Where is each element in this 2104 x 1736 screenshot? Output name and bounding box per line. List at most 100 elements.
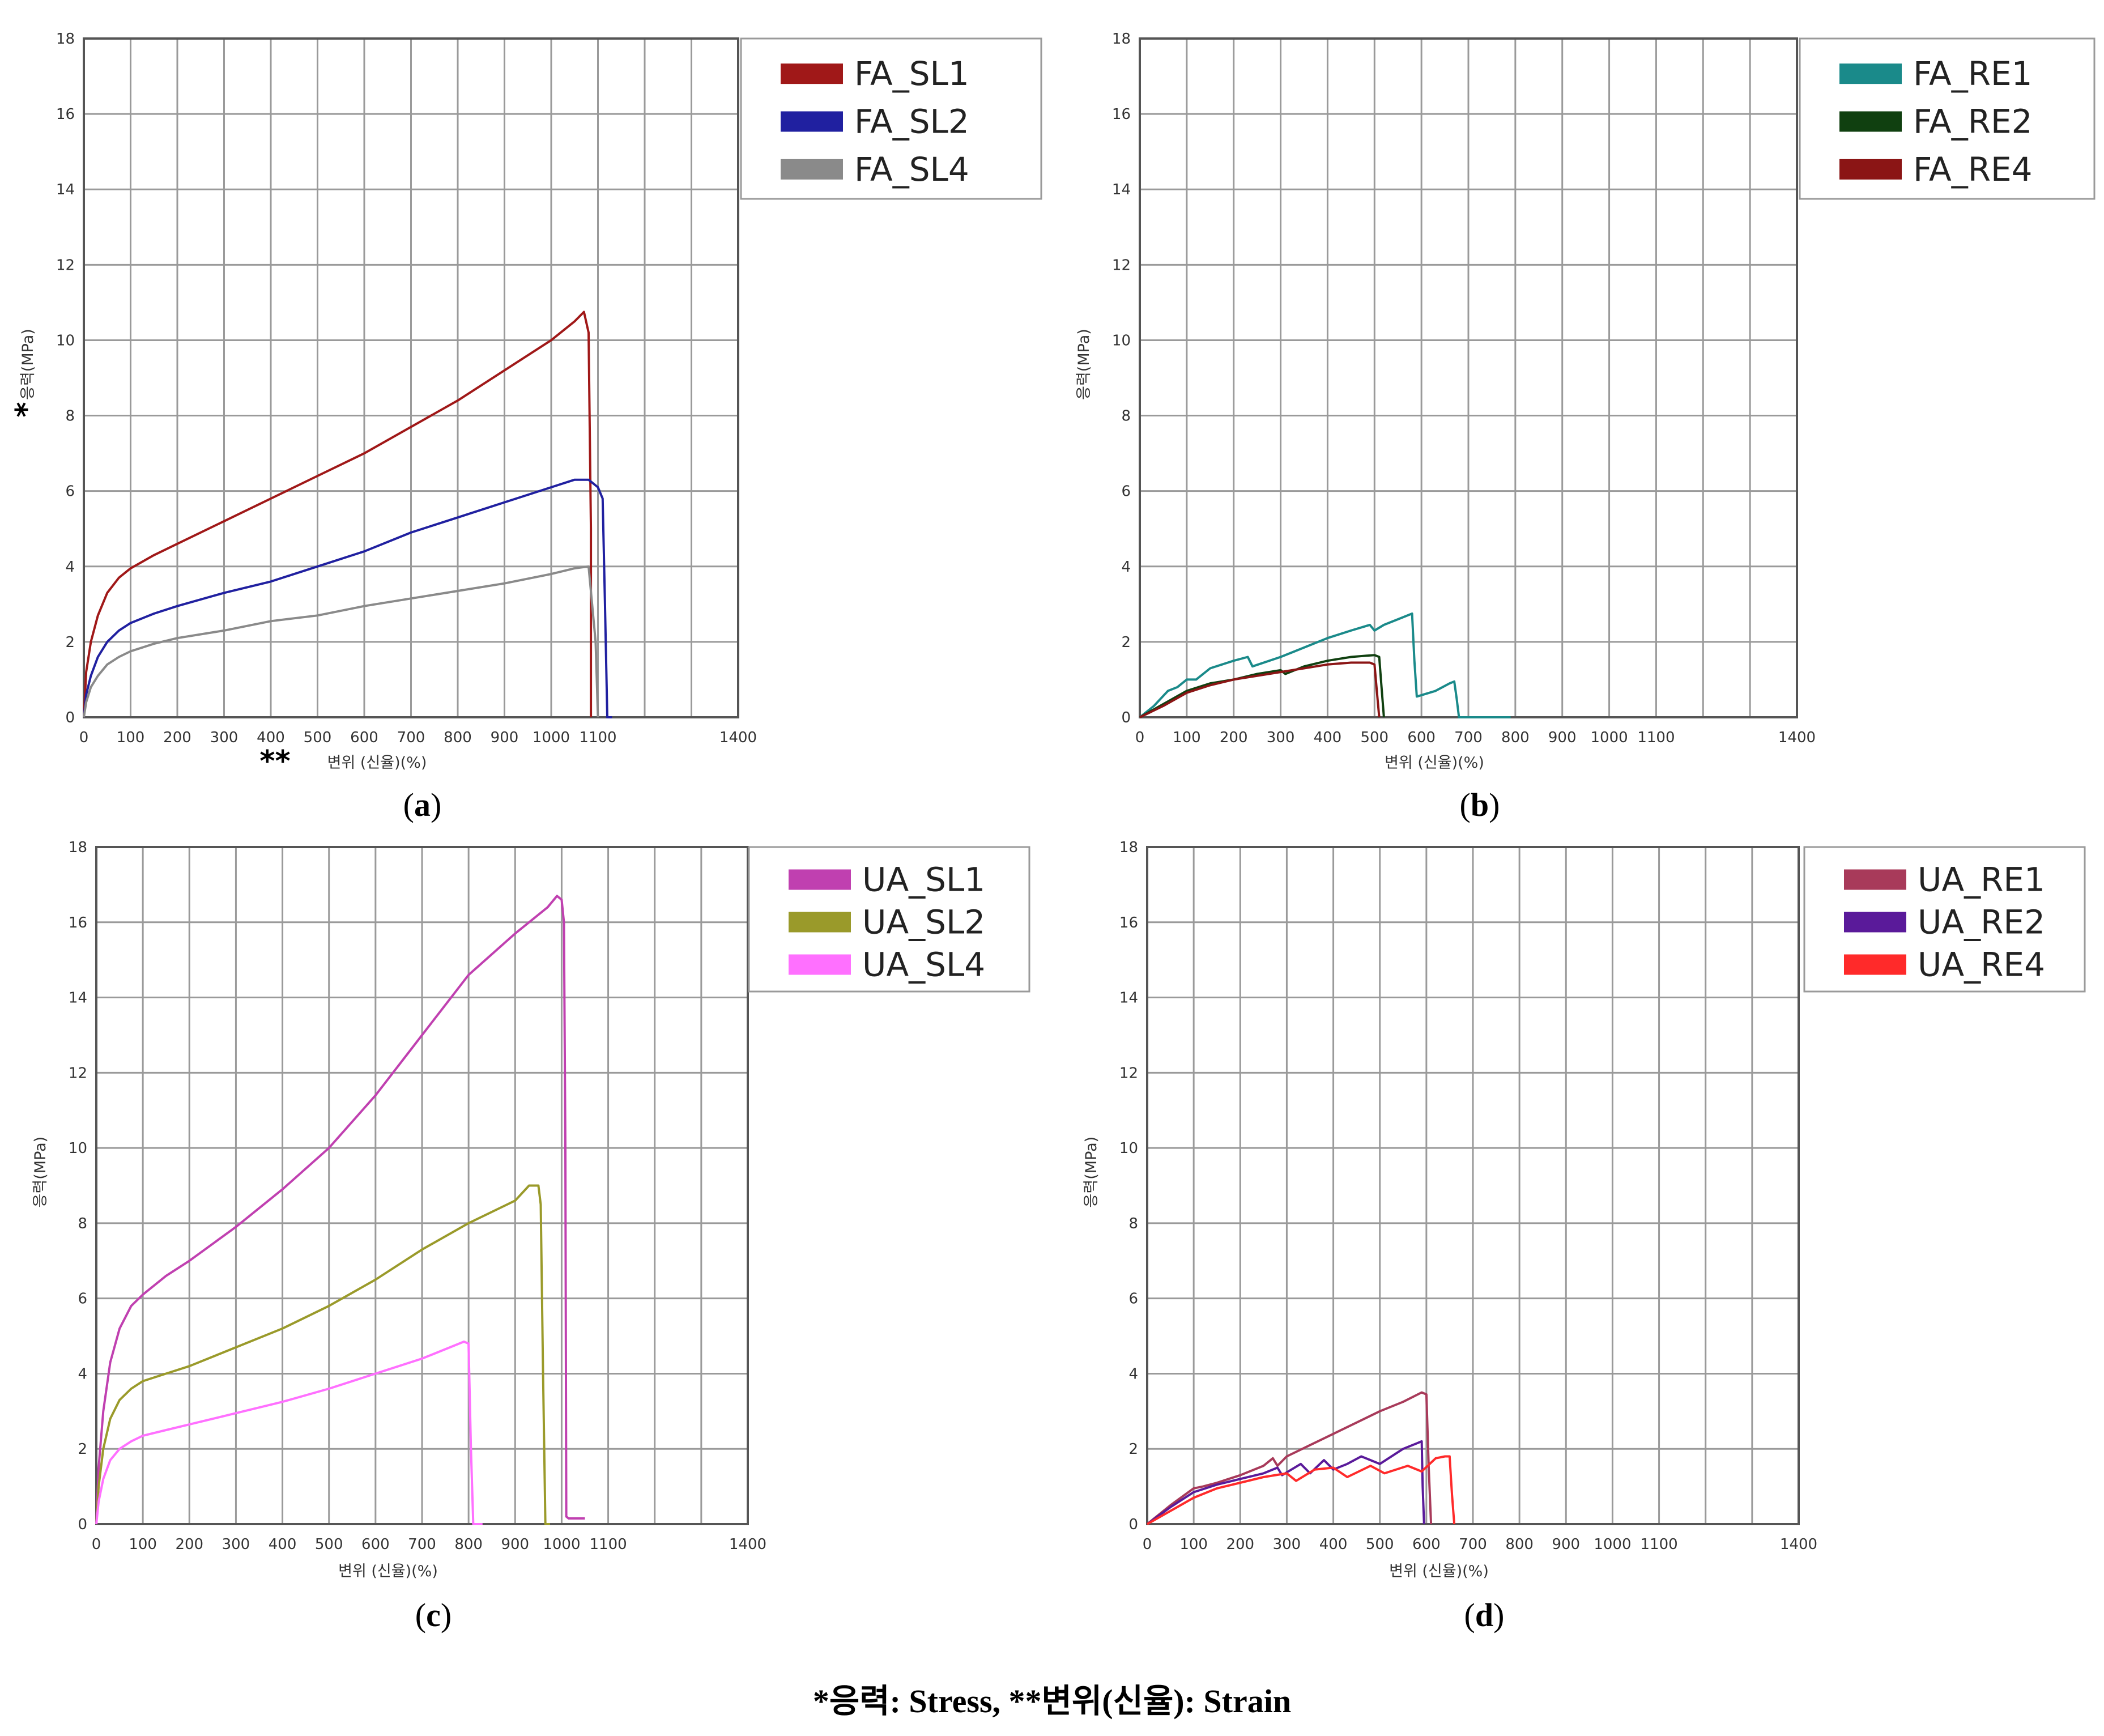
x-tick-label: 700: [397, 729, 425, 746]
legend-swatch-UA_SL1: [789, 869, 851, 890]
x-tick-label: 1100: [579, 729, 616, 746]
y-tick-label: 2: [78, 1441, 87, 1458]
x-tick-label: 800: [454, 1536, 483, 1553]
y-tick-label: 12: [1119, 1065, 1138, 1082]
chart-a: 0 2 4 6 8 10 12 14 16 18 0 100 200 300 400 500 600 700 800…: [10, 31, 1042, 823]
y-tick-label: 10: [69, 1140, 87, 1157]
x-tick-label: 300: [222, 1536, 250, 1553]
x-tick-label: 400: [1319, 1536, 1348, 1553]
y-tick-label: 18: [69, 839, 87, 856]
x-tick-label: 900: [1552, 1536, 1580, 1553]
series-line-FA_RE4: [1139, 661, 1381, 718]
series-line-FA_RE2: [1139, 654, 1385, 718]
x-tick-label: 100: [117, 729, 145, 746]
x-axis-title: 변위 (신율)(%): [1385, 754, 1484, 772]
series-line-FA_SL2: [83, 478, 612, 718]
panel-b: 0 2 4 6 8 10 12 14 16 18 0 100 200 300 400 500 600 700 800…: [1052, 0, 2104, 839]
legend-label-UA_SL4: UA_SL4: [862, 946, 985, 984]
legend-swatch-FA_RE2: [1839, 111, 1902, 132]
legend-label-UA_RE2: UA_RE2: [1918, 903, 2045, 942]
x-tick-label: 700: [408, 1536, 436, 1553]
footnote: *응력: Stress, **변위(신율): Strain: [812, 1683, 1292, 1720]
y-tick-label: 18: [1112, 31, 1131, 48]
y-tick-label: 8: [1128, 1215, 1138, 1232]
x-tick-label: 800: [444, 729, 472, 746]
legend-swatch-UA_RE4: [1844, 954, 1906, 975]
x-tick-label: 0: [79, 729, 89, 746]
x-tick-label: 500: [304, 729, 332, 746]
legend-swatch-FA_RE4: [1839, 159, 1902, 180]
legend-label-UA_RE4: UA_RE4: [1918, 946, 2045, 984]
x-tick-label: 400: [1314, 729, 1342, 746]
legend-label-FA_RE2: FA_RE2: [1913, 103, 2033, 141]
plot-frame: [95, 846, 749, 1525]
panel-caption: (a): [403, 786, 442, 823]
legend-label-UA_RE1: UA_RE1: [1918, 861, 2045, 899]
chart-b: 0 2 4 6 8 10 12 14 16 18 0 100 200 300 400 500 600 700 800…: [1075, 31, 2096, 823]
x-tick-label: 1100: [1637, 729, 1675, 746]
legend-swatch-UA_SL2: [789, 912, 851, 933]
chart-d: 0 2 4 6 8 10 12 14 16 18 0 100 200 300 400 500 600 700 800…: [1083, 839, 2086, 1633]
y-tick-label: 16: [56, 106, 75, 123]
y-tick-label: 0: [1121, 709, 1131, 726]
y-axis-marker: *: [10, 402, 44, 417]
y-tick-label: 16: [1119, 914, 1138, 931]
y-axis-title: 응력(MPa): [1075, 329, 1093, 400]
x-tick-label: 1000: [1594, 1536, 1631, 1553]
y-tick-label: 14: [69, 990, 87, 1007]
legend-swatch-FA_SL2: [781, 111, 843, 132]
y-tick-label: 8: [65, 408, 75, 425]
legend-label-FA_SL2: FA_SL2: [854, 103, 969, 141]
y-tick-label: 16: [69, 914, 87, 931]
x-tick-label: 200: [1220, 729, 1248, 746]
y-tick-label: 0: [1128, 1516, 1138, 1533]
x-tick-label: 800: [1505, 1536, 1534, 1553]
y-tick-label: 18: [56, 31, 75, 48]
x-axis-title: 변위 (신율)(%): [327, 754, 427, 772]
series-line-UA_RE4: [1147, 1455, 1456, 1525]
y-tick-label: 2: [1121, 634, 1131, 651]
x-tick-label: 600: [1412, 1536, 1441, 1553]
legend-label-FA_RE4: FA_RE4: [1913, 150, 2033, 189]
series-line-UA_SL4: [95, 1341, 483, 1525]
legend-label-FA_SL4: FA_SL4: [854, 150, 969, 189]
x-tick-label: 1400: [719, 729, 757, 746]
panel-d: 0 2 4 6 8 10 12 14 16 18 0 100 200 300 400 500 600 700 800…: [1052, 839, 2104, 1654]
y-tick-label: 12: [56, 257, 75, 274]
y-tick-label: 6: [65, 483, 75, 500]
y-tick-label: 14: [1119, 990, 1138, 1007]
panel-caption: (d): [1464, 1597, 1505, 1633]
y-tick-label: 8: [78, 1215, 87, 1232]
legend-swatch-UA_SL4: [789, 954, 851, 975]
y-tick-label: 10: [56, 332, 75, 349]
legend-label-FA_RE1: FA_RE1: [1913, 54, 2033, 93]
x-tick-label: 0: [1135, 729, 1145, 746]
x-tick-label: 900: [491, 729, 519, 746]
x-tick-label: 100: [129, 1536, 157, 1553]
panel-c: 0 2 4 6 8 10 12 14 16 18 0 100 200 300 400 500 600 700 800…: [0, 839, 1052, 1654]
x-tick-label: 600: [1407, 729, 1436, 746]
x-tick-label: 200: [1226, 1536, 1254, 1553]
x-tick-label: 800: [1501, 729, 1530, 746]
y-tick-label: 0: [65, 709, 75, 726]
x-tick-label: 0: [92, 1536, 101, 1553]
x-tick-label: 100: [1179, 1536, 1208, 1553]
series-line-UA_RE1: [1146, 1391, 1433, 1525]
y-tick-label: 4: [1121, 559, 1131, 576]
x-tick-label: 0: [1143, 1536, 1152, 1553]
series-line-UA_RE2: [1146, 1440, 1425, 1525]
x-tick-label: 1100: [589, 1536, 627, 1553]
series-line-FA_SL4: [83, 565, 599, 718]
y-tick-label: 4: [78, 1365, 87, 1382]
x-axis-marker: **: [259, 744, 290, 778]
x-axis-title: 변위 (신율)(%): [338, 1563, 438, 1580]
y-tick-label: 6: [1128, 1291, 1138, 1308]
x-tick-label: 200: [175, 1536, 203, 1553]
plot-frame: [1146, 846, 1800, 1525]
series-line-FA_SL1: [83, 310, 593, 718]
y-axis-title: 응력(MPa): [32, 1137, 49, 1208]
y-tick-label: 4: [1128, 1365, 1138, 1382]
legend-label-UA_SL1: UA_SL1: [862, 861, 985, 899]
legend-swatch-FA_SL1: [781, 63, 843, 84]
x-tick-label: 300: [1273, 1536, 1301, 1553]
